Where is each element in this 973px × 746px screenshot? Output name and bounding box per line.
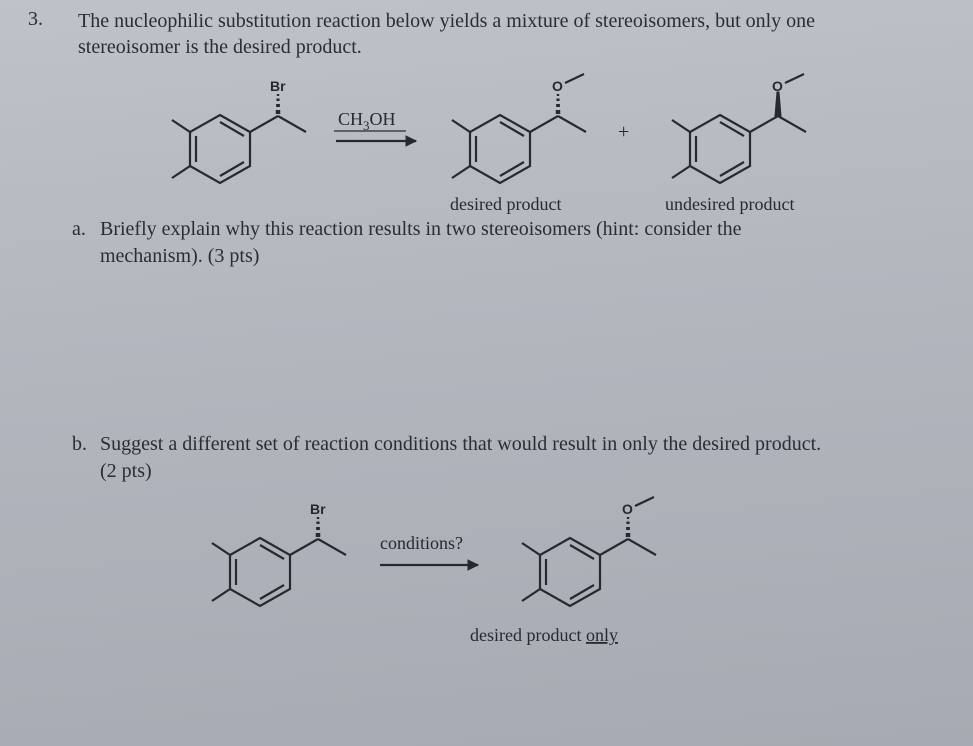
br-label-2: Br [310, 501, 326, 517]
svg-text:desired product: desired product only [470, 625, 618, 645]
o-label-undesired: O [772, 78, 783, 94]
reaction-scheme-2: Br conditions? [170, 493, 933, 643]
part-a-line2: mechanism). (3 pts) [100, 245, 259, 267]
question-text: The nucleophilic substitution reaction b… [78, 8, 933, 60]
question-line2: stereoisomer is the desired product. [78, 36, 362, 58]
part-a: a. Briefly explain why this reaction res… [100, 216, 933, 270]
conditions-label: conditions? [380, 533, 463, 553]
o-label-desired: O [552, 78, 563, 94]
part-b-line1: Suggest a different set of reaction cond… [100, 433, 821, 455]
part-a-letter: a. [72, 216, 86, 243]
answer-space-a [60, 270, 933, 425]
br-label: Br [270, 78, 286, 94]
page: 3. The nucleophilic substitution reactio… [0, 0, 973, 746]
only-label: only [586, 625, 618, 645]
svg-text:CH3OH: CH3OH [338, 109, 396, 133]
reagent-OH: OH [370, 109, 396, 129]
part-b-line2: (2 pts) [100, 460, 152, 482]
plus-sign: + [618, 121, 629, 143]
reaction-scheme-1: Br CH3OH [120, 70, 933, 210]
desired-label-2: desired product [470, 625, 581, 645]
question-number: 3. [28, 8, 43, 31]
question-line1: The nucleophilic substitution reaction b… [78, 10, 815, 32]
reagent-CH: CH [338, 109, 363, 129]
part-b: b. Suggest a different set of reaction c… [100, 431, 933, 485]
desired-label: desired product [450, 194, 561, 214]
o-label-2: O [622, 501, 633, 517]
part-a-line1: Briefly explain why this reaction result… [100, 218, 742, 240]
undesired-label: undesired product [665, 194, 794, 214]
part-b-letter: b. [72, 431, 87, 458]
